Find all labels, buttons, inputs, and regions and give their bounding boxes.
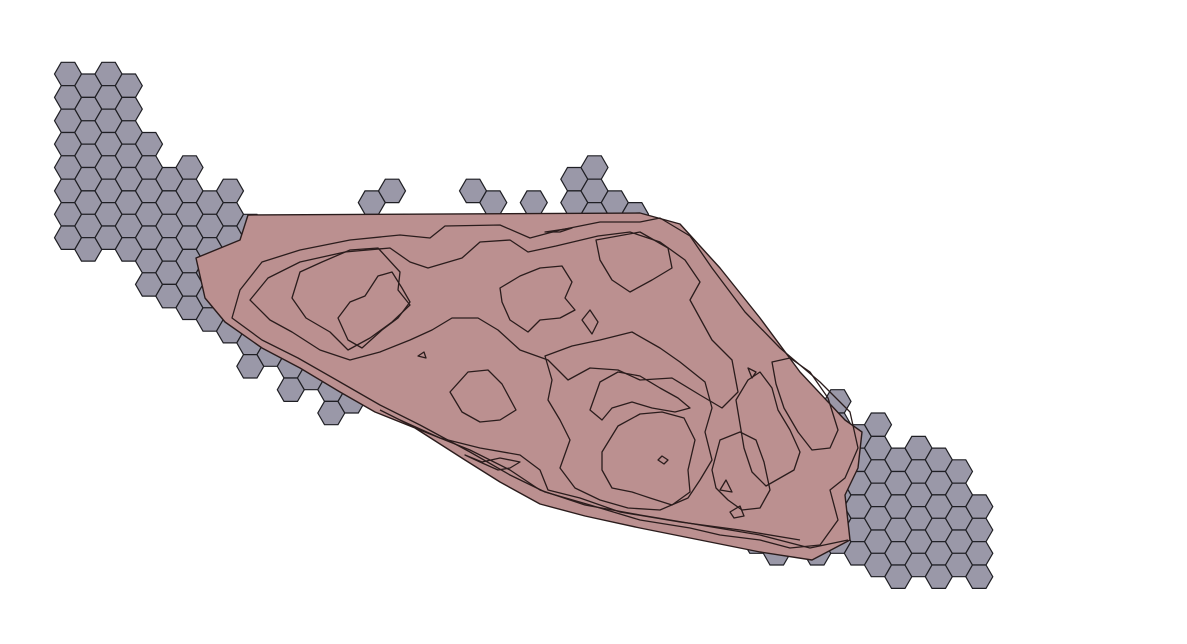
contour-line bbox=[449, 369, 517, 423]
contour-line bbox=[544, 331, 713, 511]
hex-cell bbox=[377, 178, 407, 204]
contour-line bbox=[417, 351, 427, 359]
contour-line bbox=[735, 371, 801, 487]
contour-line bbox=[771, 357, 839, 451]
contour-line bbox=[595, 231, 673, 293]
contour-line bbox=[337, 271, 411, 349]
contour-line bbox=[249, 231, 739, 409]
hex-cell bbox=[965, 541, 994, 566]
contour-line bbox=[291, 247, 411, 351]
contour-line bbox=[711, 431, 771, 511]
contour-line bbox=[499, 265, 576, 333]
hex-cell bbox=[965, 517, 994, 543]
contour-line bbox=[544, 227, 573, 233]
hex-cell bbox=[114, 73, 143, 99]
contour-line bbox=[379, 409, 849, 549]
contour-line bbox=[464, 454, 521, 471]
hex-cell bbox=[965, 564, 994, 590]
contour-line bbox=[657, 455, 669, 465]
hex-cell bbox=[479, 190, 508, 215]
contour-line bbox=[729, 505, 745, 519]
hex-cell bbox=[965, 494, 994, 519]
hex-cell bbox=[114, 96, 143, 122]
contour-line bbox=[399, 419, 801, 541]
contour-line bbox=[601, 411, 696, 506]
contour-line bbox=[589, 371, 691, 421]
contour-line bbox=[581, 309, 599, 335]
contour-line bbox=[719, 479, 733, 493]
contour-line bbox=[747, 367, 757, 379]
terrain-overlay bbox=[195, 212, 863, 561]
contour-line bbox=[231, 217, 859, 549]
hex-cell bbox=[519, 190, 548, 215]
